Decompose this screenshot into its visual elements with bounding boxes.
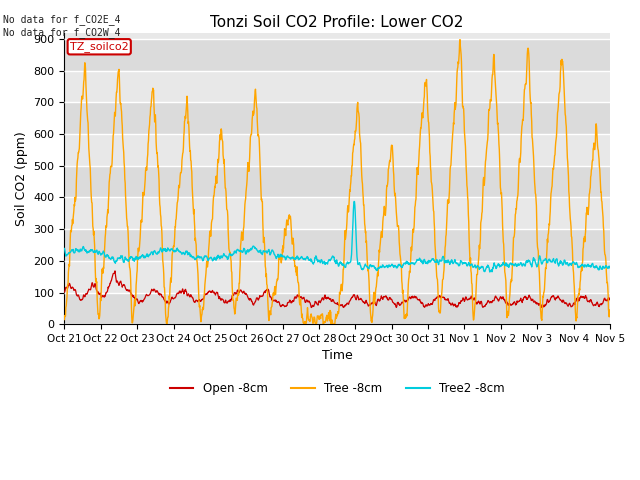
X-axis label: Time: Time	[322, 349, 353, 362]
Tree -8cm	[314, 313, 321, 319]
Tree2 -8cm	[350, 199, 358, 204]
Tree2 -8cm	[303, 253, 311, 259]
Open -8cm	[537, 305, 545, 311]
Open -8cm	[303, 298, 311, 304]
Legend: Open -8cm, Tree -8cm, Tree2 -8cm: Open -8cm, Tree -8cm, Tree2 -8cm	[165, 378, 509, 400]
Tree2 -8cm	[125, 258, 132, 264]
Tree -8cm	[61, 317, 68, 323]
Open -8cm	[61, 289, 68, 295]
Tree2 -8cm	[371, 264, 379, 270]
Line: Tree2 -8cm: Tree2 -8cm	[65, 202, 610, 272]
Tree -8cm	[456, 37, 464, 43]
Tree -8cm	[606, 307, 614, 312]
Text: TZ_soilco2: TZ_soilco2	[70, 41, 129, 52]
Open -8cm	[314, 301, 321, 307]
Tree -8cm	[163, 321, 170, 327]
Tree2 -8cm	[61, 246, 68, 252]
Open -8cm	[292, 295, 300, 301]
Tree -8cm	[292, 269, 300, 275]
Bar	[65, 229, 610, 261]
Open -8cm	[103, 289, 111, 295]
Bar	[65, 102, 610, 134]
Bar	[65, 166, 610, 197]
Bar	[65, 292, 610, 324]
Tree2 -8cm	[486, 269, 493, 275]
Text: No data for f_CO2E_4
No data for f_CO2W_4: No data for f_CO2E_4 No data for f_CO2W_…	[3, 14, 121, 38]
Open -8cm	[125, 288, 133, 293]
Tree2 -8cm	[103, 252, 111, 258]
Bar	[65, 39, 610, 71]
Tree -8cm	[303, 305, 311, 311]
Title: Tonzi Soil CO2 Profile: Lower CO2: Tonzi Soil CO2 Profile: Lower CO2	[211, 15, 464, 30]
Line: Tree -8cm: Tree -8cm	[65, 40, 610, 324]
Tree2 -8cm	[606, 264, 614, 269]
Tree2 -8cm	[313, 257, 321, 263]
Tree -8cm	[371, 296, 379, 301]
Tree -8cm	[103, 224, 111, 230]
Open -8cm	[606, 296, 614, 302]
Tree2 -8cm	[292, 255, 300, 261]
Y-axis label: Soil CO2 (ppm): Soil CO2 (ppm)	[15, 131, 28, 226]
Line: Open -8cm: Open -8cm	[65, 271, 610, 308]
Open -8cm	[111, 268, 119, 274]
Open -8cm	[371, 301, 379, 307]
Tree -8cm	[125, 252, 132, 258]
